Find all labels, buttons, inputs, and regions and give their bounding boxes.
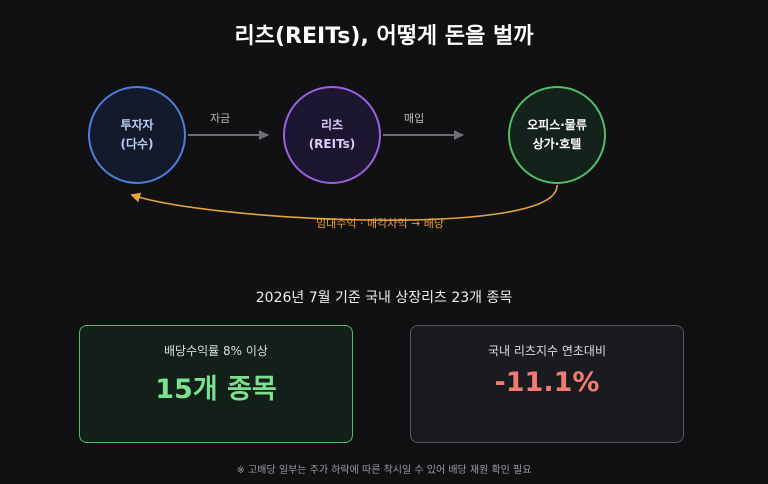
return-label: 임대수익 · 매각차익 → 배당 [316,217,444,230]
card-reits-index-label: 국내 리츠지수 연초대비 [487,344,607,358]
arrow-return-dividend [130,184,558,221]
page-title: 리츠(REITs), 어떻게 돈을 벌까 [234,24,534,49]
section-subtitle: 2026년 7월 기준 국내 상장리츠 23개 종목 [255,290,513,306]
node-reits-line2: (REITs) [308,137,356,151]
node-reits: 리츠 (REITs) [283,86,381,184]
node-investor-line2: (다수) [120,137,154,151]
node-reits-line1: 리츠 [320,118,344,132]
node-property-line1: 오피스·물류 [527,118,587,132]
footnote: ※ 고배당 일부는 주가 하락에 따른 착시일 수 있어 배당 재원 확인 필요 [236,465,532,476]
card-reits-index: 국내 리츠지수 연초대비 -11.1% [410,325,684,443]
node-investor: 투자자 (다수) [88,86,186,184]
edge-label-funds: 자금 [210,112,231,125]
card-reits-index-value: -11.1% [494,367,600,398]
node-investor-line1: 투자자 [120,118,154,132]
node-property: 오피스·물류 상가·호텔 [508,86,606,184]
card-high-dividend-value: 15개 종목 [155,374,277,405]
card-high-dividend: 배당수익률 8% 이상 15개 종목 [79,325,353,443]
card-high-dividend-label: 배당수익률 8% 이상 [164,344,268,358]
edge-label-purchase: 매입 [404,112,425,125]
node-property-line2: 상가·호텔 [532,137,582,151]
